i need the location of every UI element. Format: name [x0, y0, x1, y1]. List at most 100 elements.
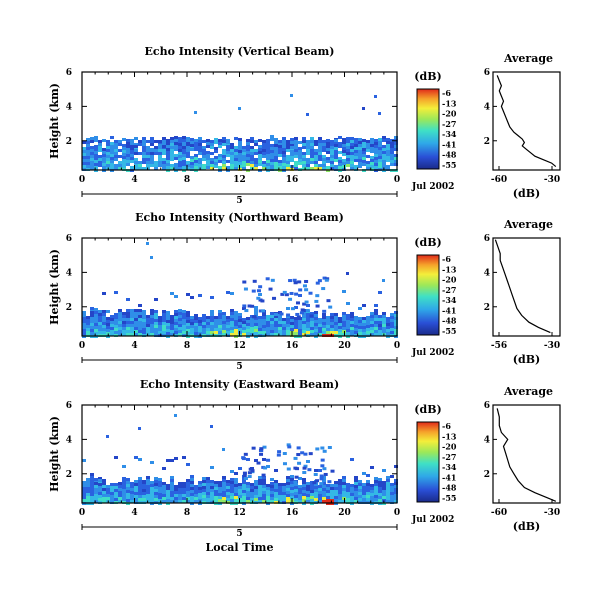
heatmap-cell	[246, 332, 250, 335]
heatmap-cell	[122, 156, 126, 159]
heatmap-cell	[362, 107, 365, 110]
heatmap-cell	[334, 313, 338, 316]
heatmap-cell	[350, 318, 354, 321]
heatmap-cell	[94, 317, 98, 320]
heatmap-cell	[110, 327, 114, 330]
heatmap-cell	[154, 492, 158, 495]
heatmap-cell	[178, 312, 182, 315]
heatmap-cell	[346, 161, 350, 164]
heatmap-cell	[382, 160, 386, 163]
heatmap-cell	[310, 321, 314, 324]
heatmap-cell	[106, 140, 110, 143]
heatmap-cell	[318, 155, 322, 158]
heatmap-cell	[290, 319, 294, 322]
y-tick-label: 6	[66, 401, 72, 411]
heatmap-cell	[272, 296, 277, 300]
heatmap-cell	[286, 161, 290, 164]
heatmap-cell	[330, 484, 334, 487]
heatmap-cell	[362, 489, 366, 492]
heatmap-cell	[346, 137, 350, 140]
heatmap-cell	[126, 478, 130, 481]
heatmap-cell	[270, 333, 274, 336]
heatmap-cell	[354, 138, 358, 141]
heatmap-cell	[114, 167, 118, 170]
heatmap-cell	[158, 319, 162, 322]
heatmap-cell	[242, 490, 246, 493]
heatmap-cell	[222, 155, 226, 158]
heatmap-cell	[138, 164, 142, 167]
heatmap-cell	[266, 465, 270, 468]
heatmap-cell	[290, 153, 294, 156]
heatmap-cell	[138, 480, 142, 483]
heatmap-cell	[266, 327, 270, 330]
heatmap-cell	[98, 146, 102, 149]
heatmap-cell	[162, 310, 166, 313]
heatmap-cell	[330, 331, 334, 334]
heatmap-cell	[146, 149, 150, 152]
heatmap-cell	[114, 492, 118, 495]
heatmap-cell	[346, 320, 350, 323]
heatmap-cell	[297, 280, 302, 284]
heatmap-cell	[218, 499, 222, 502]
heatmap-cell	[290, 146, 294, 149]
heatmap-cell	[194, 488, 198, 491]
heatmap-cell	[202, 498, 206, 501]
heatmap-cell	[214, 141, 218, 144]
heatmap-cell	[342, 150, 346, 153]
heatmap-cell	[350, 327, 354, 330]
heatmap-cell	[370, 496, 374, 499]
colorbar-tick-label: -20	[442, 109, 457, 119]
heatmap-cell	[250, 164, 254, 167]
heatmap-cell	[166, 160, 170, 163]
heatmap-cell	[210, 319, 214, 322]
heatmap-cell	[290, 484, 294, 487]
heatmap-cell	[246, 494, 250, 497]
heatmap-cell	[206, 492, 210, 495]
heatmap-cell	[182, 328, 186, 331]
heatmap-cell	[94, 139, 98, 142]
heatmap-cell	[318, 143, 322, 146]
heatmap-cell	[146, 491, 150, 494]
heatmap-cell	[370, 156, 374, 159]
heatmap-cell	[170, 333, 174, 336]
heatmap-cell	[214, 484, 218, 487]
heatmap-cell	[178, 482, 182, 485]
heatmap-cell	[158, 487, 162, 490]
heatmap-cell	[350, 484, 354, 487]
heatmap-cell	[186, 149, 190, 152]
heatmap-cell	[266, 163, 270, 166]
heatmap-cell	[319, 477, 324, 481]
heatmap-cell	[122, 465, 126, 468]
heatmap-cell	[256, 461, 261, 465]
heatmap-cell	[342, 488, 346, 491]
heatmap-cell	[330, 140, 334, 143]
heatmap-cell	[162, 482, 166, 485]
heatmap-cell	[310, 149, 314, 152]
heatmap-cell	[354, 141, 358, 144]
heatmap-cell	[126, 163, 130, 166]
heatmap-cell	[82, 332, 86, 335]
heatmap-cell	[278, 151, 282, 154]
heatmap-cell	[134, 158, 138, 161]
heatmap-cell	[262, 479, 266, 482]
heatmap-cell	[102, 313, 106, 316]
heatmap-cell	[226, 480, 230, 483]
heatmap-cell	[150, 499, 154, 502]
heatmap-cell	[194, 500, 198, 503]
heatmap-cell	[170, 152, 174, 155]
heatmap-cell	[170, 497, 174, 500]
heatmap-cell	[202, 140, 206, 143]
heatmap-cell	[238, 328, 242, 331]
heatmap-cell	[94, 494, 98, 497]
heatmap-cell	[326, 139, 330, 142]
heatmap-cell	[258, 325, 262, 328]
heatmap-cell	[198, 143, 202, 146]
heatmap-cell	[370, 141, 374, 144]
heatmap-cell	[230, 321, 234, 324]
heatmap-cell	[186, 332, 190, 335]
heatmap-cell	[362, 332, 366, 335]
heatmap-cell	[310, 324, 314, 327]
heatmap-cell	[114, 316, 118, 319]
heatmap-cell	[289, 291, 294, 295]
heatmap-cell	[334, 322, 338, 325]
